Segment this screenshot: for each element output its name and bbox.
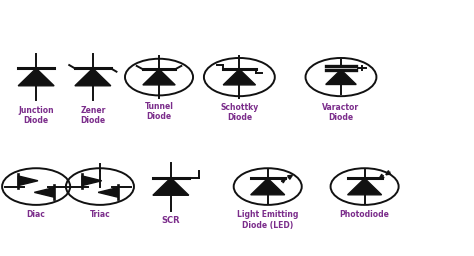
Polygon shape <box>223 69 255 85</box>
Polygon shape <box>251 178 285 195</box>
Text: Schottky
Diode: Schottky Diode <box>220 103 258 122</box>
Polygon shape <box>143 69 175 85</box>
Polygon shape <box>18 176 38 186</box>
Text: Photodiode: Photodiode <box>340 210 390 219</box>
Text: Diac: Diac <box>27 210 46 219</box>
Polygon shape <box>153 178 189 195</box>
Text: SCR: SCR <box>162 216 180 225</box>
Text: Junction
Diode: Junction Diode <box>18 106 54 125</box>
Text: Tunnel
Diode: Tunnel Diode <box>145 102 173 121</box>
Text: Triac: Triac <box>90 210 110 219</box>
Text: Light Emitting
Diode (LED): Light Emitting Diode (LED) <box>237 210 299 230</box>
Polygon shape <box>326 70 356 84</box>
Polygon shape <box>18 68 54 86</box>
Polygon shape <box>75 68 111 86</box>
Text: Zener
Diode: Zener Diode <box>80 106 106 125</box>
Polygon shape <box>347 178 382 195</box>
Polygon shape <box>34 188 54 197</box>
Polygon shape <box>82 176 102 186</box>
Polygon shape <box>98 188 118 197</box>
Text: Varactor
Diode: Varactor Diode <box>322 103 360 122</box>
